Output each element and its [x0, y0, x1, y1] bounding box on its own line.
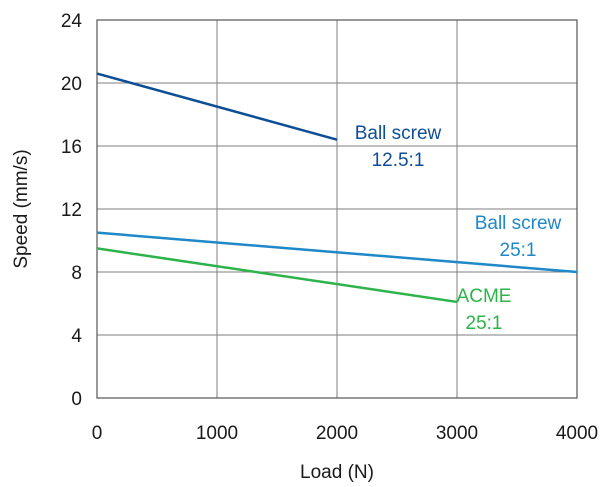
y-tick-label: 16 — [61, 137, 82, 158]
y-tick-label: 8 — [71, 263, 82, 284]
series-annotation: Ball screw 25:1 — [475, 213, 562, 261]
x-tick-label: 0 — [92, 423, 103, 444]
series-annotation: Ball screw 12.5:1 — [355, 123, 442, 171]
y-tick-label: 12 — [61, 200, 82, 221]
series-line — [96, 231, 578, 274]
x-tick-label: 4000 — [556, 423, 598, 444]
series-annotation-line: 25:1 — [466, 313, 503, 334]
y-tick-label: 24 — [61, 11, 83, 32]
plot-frame — [96, 19, 578, 399]
x-tick-label: 2000 — [316, 423, 358, 444]
series-layer — [96, 72, 578, 304]
series-line — [96, 247, 458, 304]
series-annotation-line: 25:1 — [500, 240, 537, 261]
series-line — [96, 72, 338, 141]
x-axis-label: Load (N) — [300, 462, 374, 483]
series-annotation-line: Ball screw — [475, 213, 562, 234]
series-annotation-line: Ball screw — [355, 123, 442, 144]
y-tick-label: 0 — [71, 389, 82, 410]
y-axis-label: Speed (mm/s) — [11, 149, 32, 268]
y-tick-label: 20 — [61, 74, 82, 95]
annotation-layer: Ball screw 12.5:1 Ball screw 25:1 ACME 25:1 — [355, 123, 562, 334]
x-tick-label: 1000 — [196, 423, 238, 444]
x-tick-label: 3000 — [436, 423, 478, 444]
tick-layer: 0 1000 2000 3000 4000 0 4 8 12 16 20 24 — [61, 11, 598, 444]
grid — [97, 20, 577, 398]
series-annotation-line: ACME — [457, 286, 512, 307]
series-annotation-line: 12.5:1 — [372, 150, 425, 171]
series-annotation: ACME 25:1 — [457, 286, 512, 334]
y-tick-label: 4 — [71, 326, 82, 347]
